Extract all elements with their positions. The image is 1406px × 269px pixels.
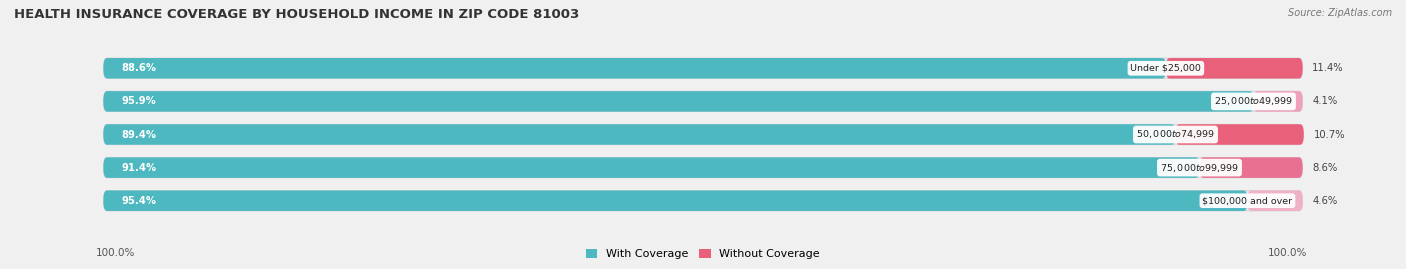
Text: 95.4%: 95.4% bbox=[121, 196, 156, 206]
Text: Under $25,000: Under $25,000 bbox=[1130, 64, 1201, 73]
Text: 100.0%: 100.0% bbox=[1268, 248, 1308, 258]
Text: Source: ZipAtlas.com: Source: ZipAtlas.com bbox=[1288, 8, 1392, 18]
Text: 10.7%: 10.7% bbox=[1313, 129, 1346, 140]
Text: HEALTH INSURANCE COVERAGE BY HOUSEHOLD INCOME IN ZIP CODE 81003: HEALTH INSURANCE COVERAGE BY HOUSEHOLD I… bbox=[14, 8, 579, 21]
FancyBboxPatch shape bbox=[104, 91, 1302, 112]
FancyBboxPatch shape bbox=[104, 190, 1247, 211]
Text: 4.1%: 4.1% bbox=[1312, 96, 1337, 107]
Text: 91.4%: 91.4% bbox=[121, 162, 156, 173]
Text: 89.4%: 89.4% bbox=[121, 129, 156, 140]
FancyBboxPatch shape bbox=[1247, 190, 1302, 211]
Text: $25,000 to $49,999: $25,000 to $49,999 bbox=[1213, 95, 1294, 107]
FancyBboxPatch shape bbox=[1254, 91, 1302, 112]
FancyBboxPatch shape bbox=[104, 157, 1302, 178]
FancyBboxPatch shape bbox=[104, 58, 1166, 79]
Legend: With Coverage, Without Coverage: With Coverage, Without Coverage bbox=[582, 244, 824, 263]
FancyBboxPatch shape bbox=[1166, 58, 1302, 79]
Text: 8.6%: 8.6% bbox=[1312, 162, 1337, 173]
Text: 100.0%: 100.0% bbox=[96, 248, 135, 258]
FancyBboxPatch shape bbox=[104, 190, 1302, 211]
FancyBboxPatch shape bbox=[104, 91, 1254, 112]
FancyBboxPatch shape bbox=[104, 124, 1175, 145]
FancyBboxPatch shape bbox=[1199, 157, 1302, 178]
FancyBboxPatch shape bbox=[104, 58, 1302, 79]
Text: 88.6%: 88.6% bbox=[121, 63, 156, 73]
Text: $75,000 to $99,999: $75,000 to $99,999 bbox=[1160, 162, 1239, 174]
FancyBboxPatch shape bbox=[104, 157, 1199, 178]
Text: $50,000 to $74,999: $50,000 to $74,999 bbox=[1136, 129, 1215, 140]
Text: 4.6%: 4.6% bbox=[1312, 196, 1337, 206]
FancyBboxPatch shape bbox=[104, 124, 1302, 145]
Text: 95.9%: 95.9% bbox=[121, 96, 156, 107]
Text: 11.4%: 11.4% bbox=[1312, 63, 1344, 73]
Text: $100,000 and over: $100,000 and over bbox=[1202, 196, 1292, 205]
FancyBboxPatch shape bbox=[1175, 124, 1303, 145]
